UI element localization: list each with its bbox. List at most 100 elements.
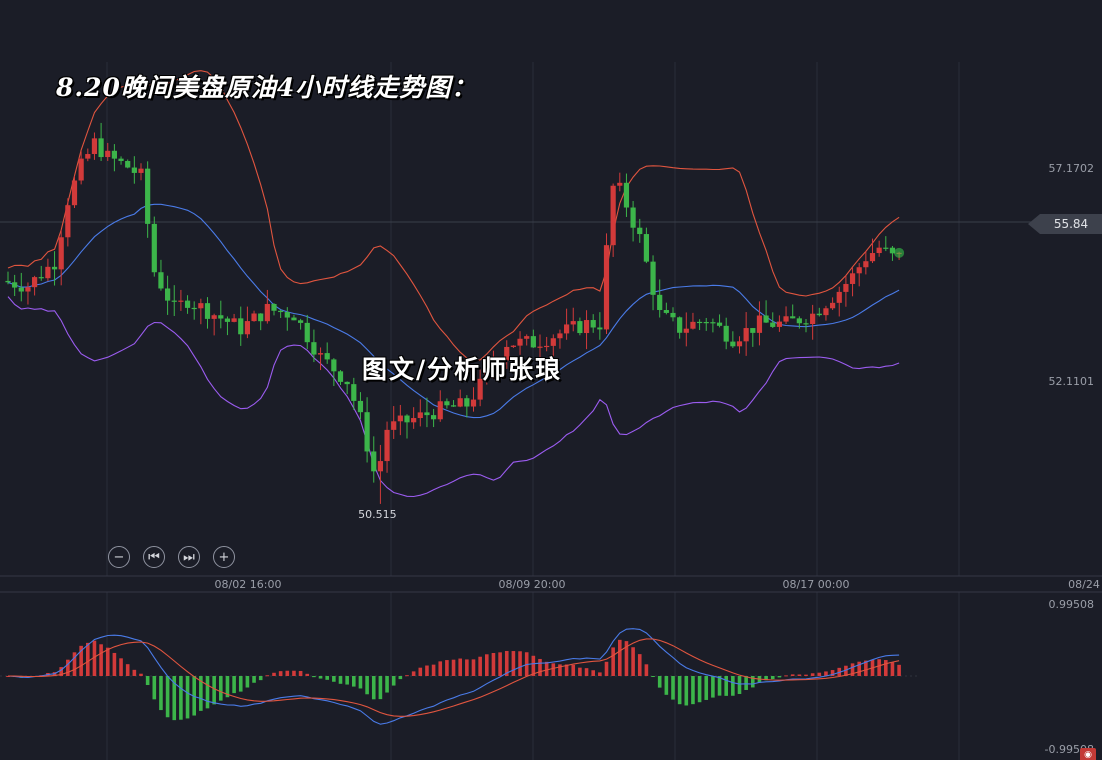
candle-body [524,336,530,339]
candle-body [783,316,789,322]
candle [836,286,842,317]
candle-body [849,273,856,284]
candle [450,400,457,407]
candle-body [38,277,44,279]
candle [470,387,477,412]
candle [258,313,264,331]
candle-body [637,227,643,235]
candle [849,267,856,297]
time-axis-tick-label: 08/24 [1068,578,1100,591]
macd-histogram-bar [159,676,163,711]
macd-histogram-bar [325,676,329,680]
macd-histogram-bar [312,676,316,678]
candle-body [457,398,463,407]
candle-body [590,320,596,328]
scroll-to-start-button[interactable]: ⏮ [143,546,165,568]
candle [816,307,822,317]
live-price-glow-icon [894,247,905,258]
macd-histogram-bar [518,651,522,676]
candle [590,314,596,333]
candle [537,334,543,362]
candle-body [311,342,317,355]
bollinger-lower-line [7,296,900,498]
candle [690,312,696,330]
candle [603,233,610,335]
candle [284,307,290,331]
macd-histogram-bar [571,664,576,676]
macd-histogram-bar [511,651,516,676]
candle-body [450,405,457,407]
macd-dea-line [7,638,900,717]
price-axis-tick-label: 57.1702 [1049,162,1095,175]
candle-body [683,328,689,333]
candle [198,298,204,325]
candle-body [145,168,151,224]
candle [45,258,51,282]
candle [105,142,111,161]
macd-histogram-bar [631,647,635,676]
candle [677,316,683,339]
macd-histogram-bar [584,668,589,676]
candle-body [131,167,137,173]
macd-histogram-bar [864,660,868,676]
candle [716,314,723,328]
macd-histogram-bar [531,655,536,676]
candle [211,313,217,336]
candle-body [317,353,324,355]
candle [504,340,510,369]
candle [151,216,157,277]
candle-body [690,321,696,329]
macd-histogram-bar [252,676,256,683]
macd-histogram-bar [145,676,150,686]
candle-body [391,421,397,430]
candle-body [517,338,523,346]
macd-histogram-bar [751,676,755,688]
candle [823,305,829,321]
candle-body [537,346,543,348]
candle [583,310,590,350]
zoom-in-button[interactable]: + [213,546,235,568]
candle-body [816,313,822,316]
candle-body [670,312,676,318]
macd-histogram-bar [777,676,782,678]
candle-body [357,400,364,413]
candle-body [111,150,117,159]
candle-body [477,378,483,400]
candle [351,377,357,410]
macd-histogram-bar [179,676,183,720]
candle [138,163,144,181]
candle [158,259,164,291]
candle-body [889,247,896,254]
candle-body [830,302,836,309]
macd-histogram-bar [857,661,861,676]
candle [317,347,324,371]
macd-histogram-bar [358,676,363,689]
candle-body [464,398,470,407]
candle-body [125,160,131,168]
macd-histogram-bar [790,674,795,676]
zoom-out-button[interactable]: − [108,546,130,568]
candle [889,245,896,261]
candle [391,406,397,439]
scroll-to-end-button[interactable]: ⏭ [178,546,200,568]
candle-body [377,461,383,472]
macd-histogram-bar [139,673,143,676]
macd-histogram-bar [66,659,70,676]
candle-body [238,318,244,335]
candle-body [437,401,443,420]
candle [876,240,882,257]
macd-histogram-bar [219,676,223,701]
macd-histogram-bar [438,661,443,676]
candle-body [251,313,257,322]
candle-body [557,333,563,339]
macd-histogram-bar [451,659,456,676]
macd-histogram-bar [830,670,835,676]
macd-histogram-bar [604,661,609,676]
candle [78,151,84,185]
macd-histogram-bar [292,670,296,676]
candle-body [697,321,703,324]
macd-histogram-bar [677,676,682,705]
candle-body [756,315,763,333]
candle [145,161,151,238]
